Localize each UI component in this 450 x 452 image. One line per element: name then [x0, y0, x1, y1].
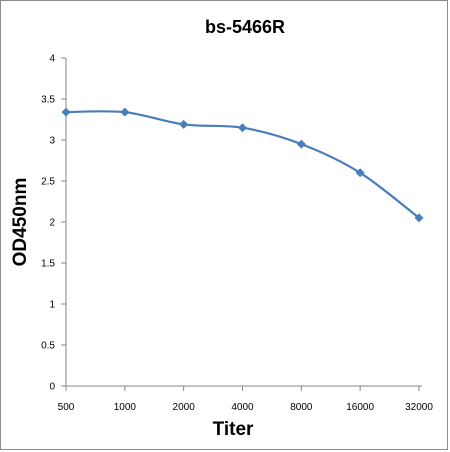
data-point-16000 — [355, 168, 365, 178]
data-point-8000 — [296, 139, 306, 149]
y-tick-label: 4 — [49, 54, 55, 65]
y-tick-label: 3.5 — [41, 95, 55, 106]
y-tick-label: 3 — [49, 136, 55, 147]
y-tick-label: 0.5 — [41, 341, 55, 352]
data-point-1000 — [120, 107, 130, 117]
x-tick-label: 4000 — [231, 402, 254, 413]
data-point-500 — [61, 107, 71, 117]
x-tick-label: 32000 — [405, 402, 433, 413]
y-tick-label: 1.5 — [41, 259, 55, 270]
y-tick-group: 0 0.5 1 1.5 2 2.5 3 3.5 4 — [41, 54, 66, 393]
x-axis-label: Titer — [213, 419, 254, 440]
chart-title: bs-5466R — [205, 17, 285, 37]
x-tick-label: 1000 — [114, 402, 137, 413]
x-tick-label: 16000 — [346, 402, 374, 413]
series-markers — [61, 107, 424, 223]
y-axis-label: OD450nm — [10, 178, 31, 267]
y-tick-label: 0 — [49, 382, 55, 393]
x-tick-label: 2000 — [173, 402, 196, 413]
x-tick-group: 500 1000 2000 4000 8000 16000 32000 — [58, 386, 433, 413]
x-tick-label: 500 — [58, 402, 75, 413]
y-tick-label: 2 — [49, 218, 55, 229]
x-tick-label: 8000 — [290, 402, 313, 413]
data-point-32000 — [414, 213, 424, 223]
data-point-4000 — [237, 123, 247, 133]
y-tick-label: 1 — [49, 300, 55, 311]
data-point-2000 — [179, 119, 189, 129]
y-tick-label: 2.5 — [41, 177, 55, 188]
